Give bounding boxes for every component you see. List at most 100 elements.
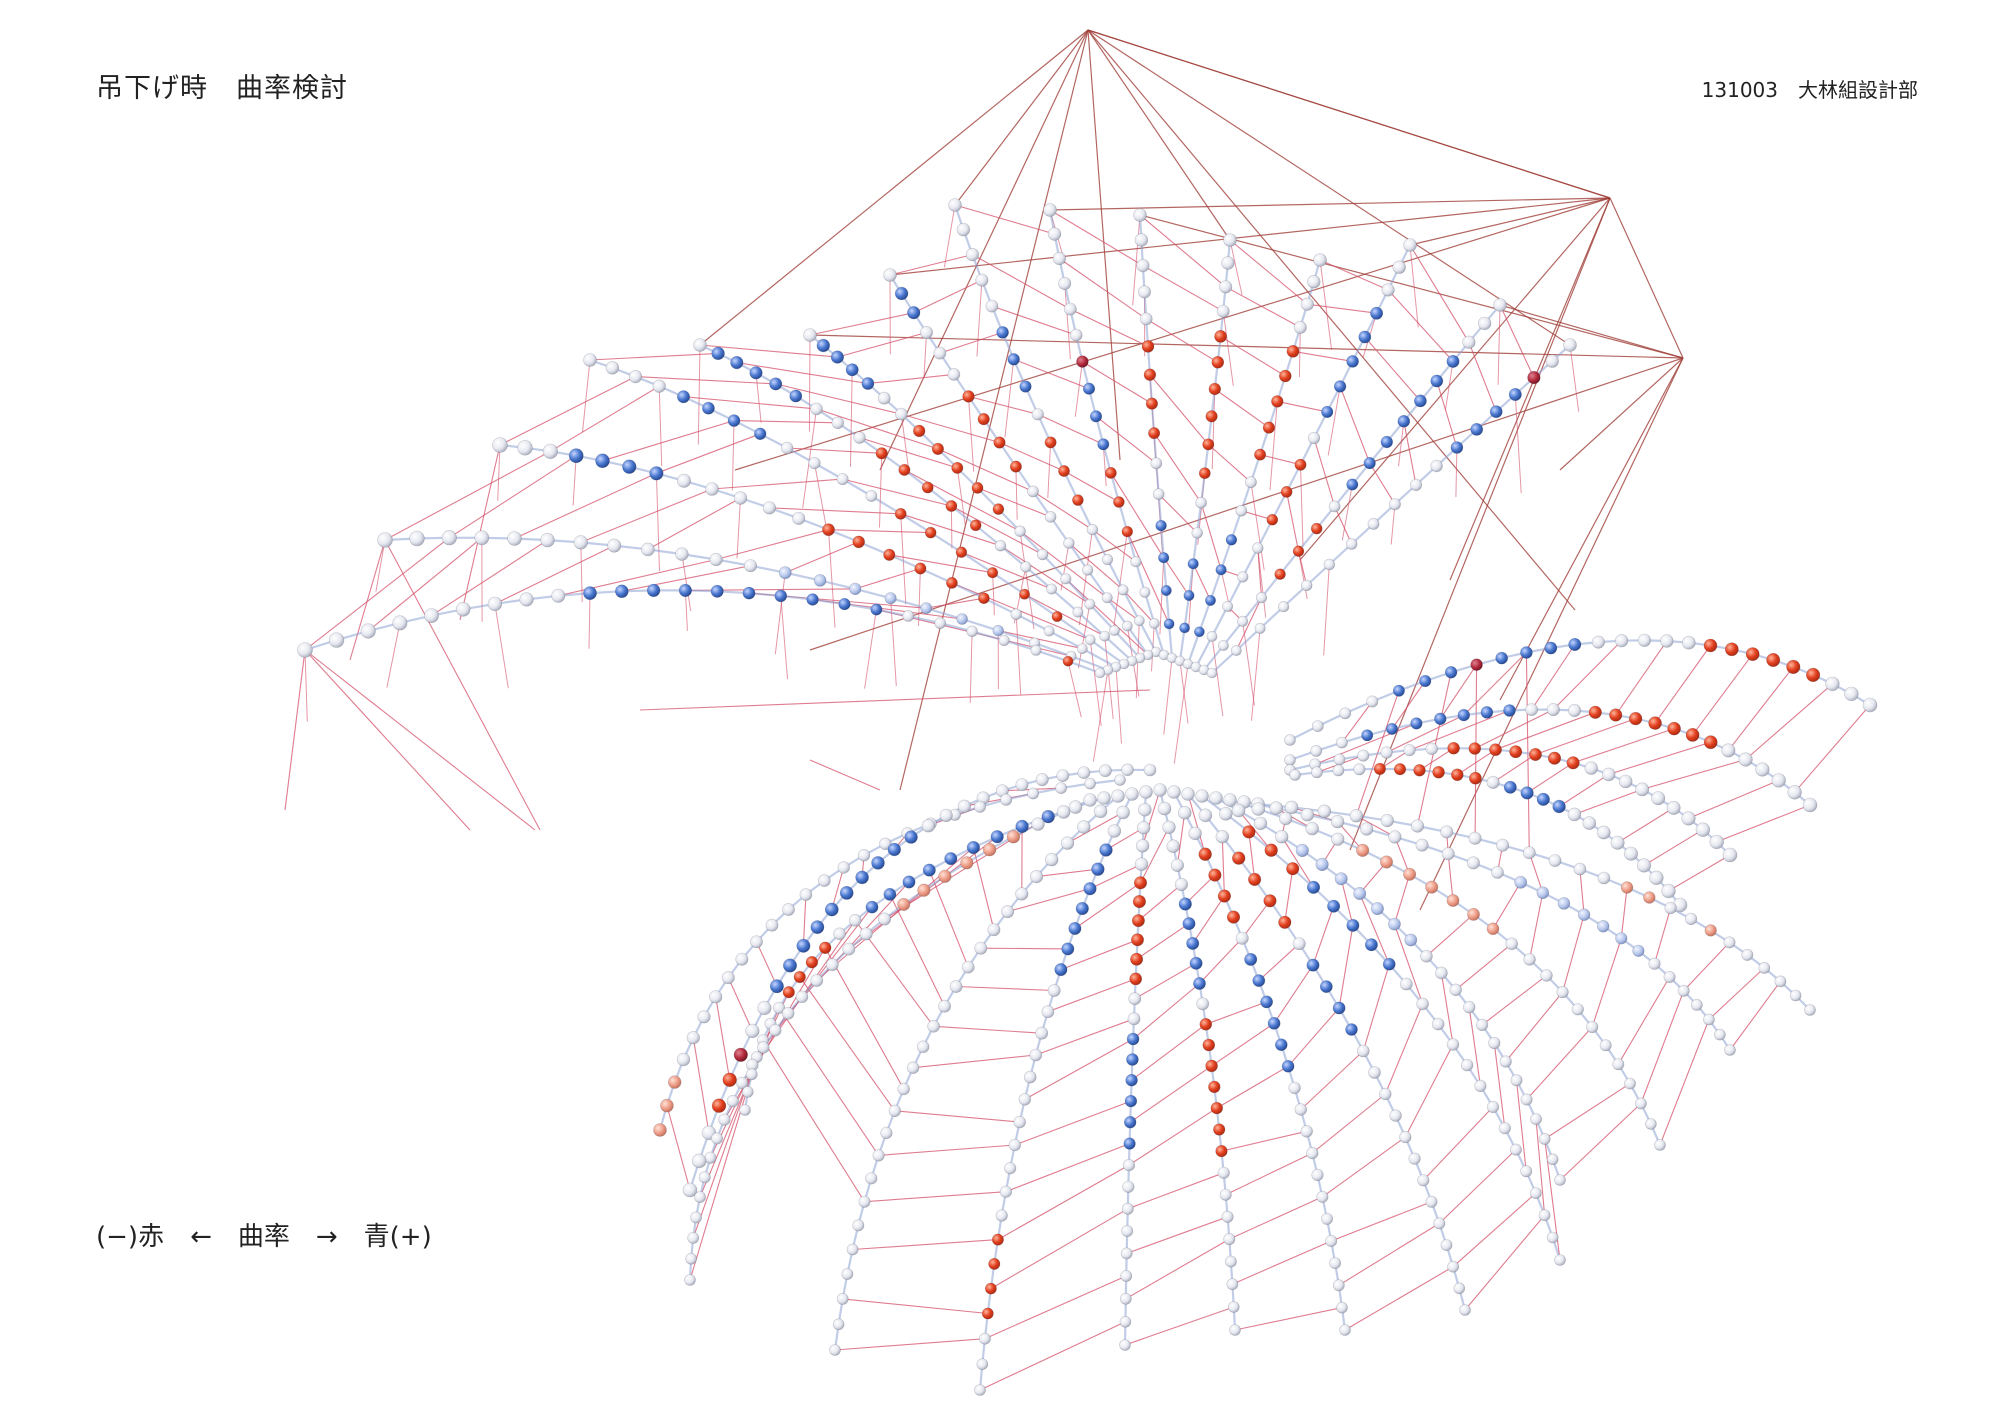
curvature-node xyxy=(887,842,901,857)
hanging-cable xyxy=(809,357,1684,651)
curvature-node xyxy=(1566,756,1580,770)
stay-wire xyxy=(1444,361,1454,411)
mesh-wire xyxy=(867,373,954,385)
hanging-cable xyxy=(954,29,1089,206)
mesh-wire xyxy=(1037,413,1104,445)
curvature-node xyxy=(1635,782,1650,797)
curvature-node xyxy=(1031,817,1045,831)
curvature-node xyxy=(1489,405,1503,419)
mesh-wire xyxy=(1065,578,1149,656)
curvature-node xyxy=(1563,338,1577,352)
curvature-node xyxy=(1193,977,1206,990)
mesh-wire xyxy=(1439,664,1478,720)
curvature-node xyxy=(1399,1130,1412,1144)
curvature-node xyxy=(1130,952,1144,966)
curvature-node xyxy=(1143,368,1157,381)
curvature-node xyxy=(1325,1235,1338,1248)
curvature-node xyxy=(948,198,962,212)
curvature-node xyxy=(1051,611,1063,623)
curvature-node xyxy=(1221,256,1235,270)
mesh-wire xyxy=(1127,1172,1224,1210)
stay-wire xyxy=(1047,442,1052,498)
curvature-node xyxy=(1741,948,1754,961)
curvature-node xyxy=(1416,997,1429,1011)
mesh-wire xyxy=(1319,259,1389,291)
curvature-node xyxy=(988,1257,1001,1270)
mesh-wire xyxy=(1128,1107,1218,1166)
curvature-node xyxy=(920,602,933,615)
curvature-node xyxy=(1029,869,1044,884)
rib-chain xyxy=(1289,639,1871,741)
mesh-wire xyxy=(1149,374,1209,445)
curvature-node xyxy=(974,1384,986,1396)
stay-wire xyxy=(582,359,591,433)
curvature-node xyxy=(1237,615,1249,627)
mesh-wire xyxy=(1241,900,1271,939)
curvature-node xyxy=(1364,938,1378,952)
stay-wire xyxy=(1323,564,1330,656)
mesh-wire xyxy=(1312,906,1335,966)
mesh-wire xyxy=(683,396,817,410)
curvature-node xyxy=(1804,1004,1816,1016)
curvature-node xyxy=(1114,774,1126,786)
rib-chain xyxy=(499,443,1117,668)
curvature-node xyxy=(982,842,997,857)
curvature-node xyxy=(1247,872,1262,887)
curvature-node xyxy=(474,530,490,546)
curvature-node xyxy=(931,442,945,456)
mesh-wire xyxy=(991,305,1077,336)
curvature-node xyxy=(675,547,689,561)
mesh-wire xyxy=(304,537,450,651)
hanging-cable xyxy=(899,29,1089,791)
curvature-node xyxy=(917,883,931,897)
curvature-node xyxy=(1596,825,1611,840)
curvature-node xyxy=(781,1006,795,1020)
curvature-node xyxy=(1520,1093,1533,1106)
curvature-node xyxy=(1632,944,1645,957)
mesh-wire xyxy=(589,352,719,361)
curvature-node xyxy=(1131,914,1145,928)
curvature-node xyxy=(691,1153,707,1169)
curvature-node xyxy=(1162,820,1176,834)
curvature-node xyxy=(1046,583,1058,595)
curvature-node xyxy=(805,955,819,969)
curvature-node xyxy=(1219,1188,1232,1201)
mesh-wire xyxy=(1340,878,1354,926)
curvature-node xyxy=(1446,354,1460,368)
mesh-wire xyxy=(784,541,859,574)
curvature-node xyxy=(1496,838,1510,852)
curvature-node xyxy=(996,326,1009,339)
stay-wire xyxy=(918,568,921,626)
rib-chain xyxy=(1243,800,1731,1051)
curvature-node xyxy=(956,613,968,625)
curvature-node xyxy=(1649,870,1664,885)
curvature-node xyxy=(1001,905,1015,919)
curvature-node xyxy=(871,856,885,870)
curvature-node xyxy=(1714,1028,1726,1041)
curvature-node xyxy=(1450,441,1464,454)
mesh-wire xyxy=(802,894,807,946)
curvature-node xyxy=(1771,773,1786,788)
mesh-wire xyxy=(1322,1136,1406,1198)
curvature-node xyxy=(855,870,869,885)
mesh-wire xyxy=(939,331,1003,354)
curvature-node xyxy=(1269,801,1283,815)
curvature-node xyxy=(1591,635,1605,649)
mesh-wire xyxy=(1281,836,1314,888)
mesh-wire xyxy=(1456,749,1496,776)
curvature-node xyxy=(727,414,741,427)
curvature-node xyxy=(1306,1146,1319,1160)
curvature-node xyxy=(1311,720,1324,732)
stay-wire xyxy=(1015,614,1022,695)
curvature-node xyxy=(1529,1187,1542,1199)
curvature-node xyxy=(1357,749,1370,762)
mesh-wire xyxy=(1307,303,1377,314)
curvature-node xyxy=(933,346,947,360)
curvature-node xyxy=(667,1075,682,1089)
curvature-node xyxy=(1223,1233,1236,1246)
curvature-node xyxy=(1277,601,1290,613)
mesh-wire xyxy=(1452,1192,1537,1268)
mesh-wire xyxy=(1095,415,1157,464)
mesh-wire xyxy=(1013,358,1090,390)
curvature-node xyxy=(947,368,961,381)
